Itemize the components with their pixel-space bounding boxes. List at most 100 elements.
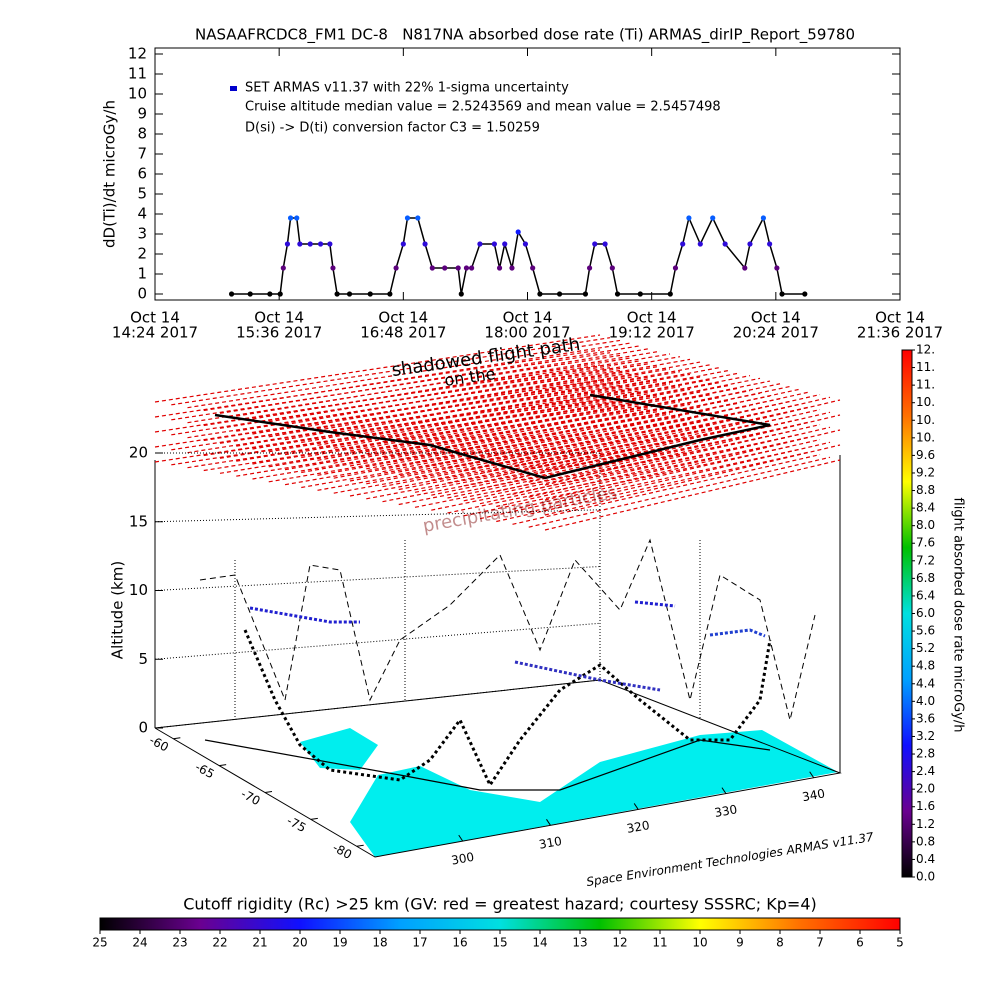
y-tick-label: 9 [137, 105, 147, 123]
colorbar-tick-label: 2.8 [916, 747, 935, 761]
map-land [350, 730, 838, 857]
y-tick-label: -75 [284, 814, 308, 836]
plane-grid [398, 420, 751, 491]
x-tick-label: Oct 14 [875, 309, 925, 327]
data-point [760, 215, 767, 221]
z-axis-label: Altitude (km) [109, 561, 127, 659]
data-point [400, 241, 406, 247]
colorbar-tick-label: 10. [916, 430, 935, 444]
plane-grid [317, 421, 701, 491]
x-tick-label: Oct 14 [254, 309, 304, 327]
y-tick [264, 791, 273, 793]
x-tick-label: 18:00 2017 [484, 324, 570, 342]
y-tick-label: 8 [137, 125, 147, 143]
colorbar-tick-label: 21 [252, 936, 267, 950]
colorbar-tick-label: 8.8 [916, 483, 935, 497]
y-tick [219, 764, 227, 767]
colorbar-tick-label: 3.2 [916, 729, 935, 743]
annotation: Cruise altitude median value = 2.5243569… [245, 100, 721, 115]
plane-grid [479, 403, 801, 475]
colorbar-tick-label: 24 [132, 936, 147, 950]
colorbar-tick-label: 11. [916, 378, 935, 392]
y-tick-label: -80 [330, 840, 354, 862]
data-point [287, 215, 294, 221]
data-point [747, 241, 753, 247]
colorbar-tick-label: 4.8 [916, 659, 935, 673]
plane-grid [154, 364, 601, 433]
data-point [637, 291, 643, 297]
colorbar [99, 917, 901, 931]
data-point [767, 241, 773, 247]
plane-grid [414, 422, 761, 493]
x-tick [633, 803, 639, 810]
colorbar-tick-label: 2.4 [916, 764, 935, 778]
data-point [393, 265, 399, 271]
y-tick-label: 1 [137, 265, 147, 283]
plane-grid [171, 367, 611, 436]
legend-label: SET ARMAS v11.37 with 22% 1-sigma uncert… [245, 81, 569, 96]
colorbar-tick-label: 10. [916, 413, 935, 427]
series-line [231, 215, 805, 295]
x-tick [721, 787, 727, 794]
plane-grid [414, 407, 761, 478]
data-point [277, 291, 283, 297]
z-grid-line [154, 679, 601, 729]
colorbar-tick-label: 7.6 [916, 536, 935, 550]
data-point [415, 215, 421, 221]
colorbar-tick-label: 12 [612, 936, 627, 950]
data-point [228, 291, 235, 297]
plane-grid [528, 441, 831, 513]
colorbar-tick-label: 8.0 [916, 518, 935, 532]
data-point [515, 229, 521, 235]
colorbar-tick-label: 2.0 [916, 782, 935, 796]
colorbar-tick-label: 13 [572, 936, 587, 950]
data-point [802, 291, 808, 297]
y-tick-label: -70 [239, 787, 263, 809]
data-point [586, 265, 593, 271]
colorbar-tick-label: 4.0 [916, 694, 935, 708]
x-tick [809, 771, 815, 779]
data-point [667, 291, 673, 297]
data-point [463, 265, 470, 271]
colorbar-tick-label: 17 [412, 936, 427, 950]
data-point [530, 265, 536, 271]
data-point [710, 215, 716, 221]
flight-path-3d [249, 606, 360, 624]
colorbar-tick-label: 10. [916, 395, 935, 409]
x-tick-label: 16:48 2017 [360, 324, 446, 342]
colorbar-tick-label: 7 [816, 936, 824, 950]
data-point [367, 291, 373, 297]
data-point [469, 265, 475, 271]
x-tick-label: Oct 14 [503, 309, 553, 327]
plane-grid [447, 443, 781, 514]
plane-grid [171, 352, 611, 421]
colorbar-label: flight absorbed dose rate microGy/h [951, 498, 966, 733]
plane-grid [398, 390, 751, 461]
z-tick-label: 20 [129, 444, 148, 462]
colorbar [901, 349, 913, 878]
plane-grid [187, 339, 621, 409]
colorbar-tick-label: 7.2 [916, 553, 935, 567]
data-point [297, 241, 303, 247]
y-tick-label: 12 [128, 45, 147, 63]
plane-grid [479, 433, 801, 505]
colorbar-tick-label: 5.6 [916, 624, 935, 638]
colorbar-tick-label: 6.8 [916, 571, 935, 585]
y-tick-label: 6 [137, 165, 147, 183]
plane-grid [366, 429, 731, 500]
y-tick-label: 10 [128, 85, 147, 103]
y-tick [356, 844, 364, 847]
legend-marker [230, 86, 237, 91]
data-point [722, 241, 728, 247]
data-point [496, 265, 503, 271]
colorbar-tick-label: 9.6 [916, 448, 935, 462]
data-point [509, 265, 515, 271]
colorbar-tick-label: 14 [532, 936, 547, 950]
plane-grid [154, 334, 601, 403]
plane-grid [284, 401, 681, 471]
data-point [614, 291, 621, 297]
data-point [602, 241, 608, 247]
x-tick-label: 310 [538, 834, 563, 852]
plane-grid [187, 399, 621, 469]
z-grid-line [154, 566, 601, 591]
